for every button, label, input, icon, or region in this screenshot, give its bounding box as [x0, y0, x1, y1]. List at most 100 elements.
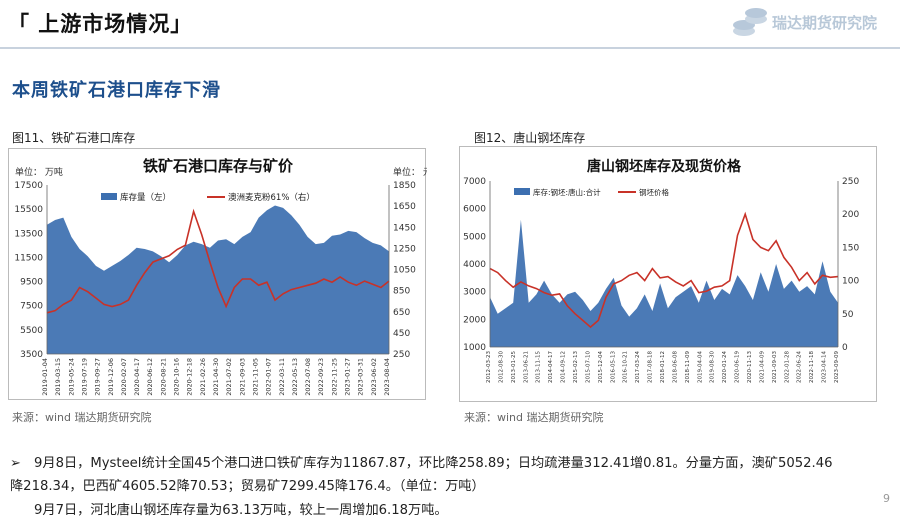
billet-chart-svg: 唐山钢坯库存及现货价格70006000500040003000200010002…	[463, 158, 859, 383]
y-tick-right: 1450	[393, 223, 416, 233]
x-tick-label: 2023-04-14	[822, 351, 828, 383]
x-tick-label: 2023-09-09	[834, 351, 840, 383]
x-tick-label: 2022-09-23	[317, 358, 325, 396]
y-tick-left: 5000	[463, 232, 486, 242]
x-tick-label: 2017-08-18	[648, 351, 654, 383]
header-divider	[0, 47, 900, 49]
x-tick-label: 2020-04-17	[133, 358, 141, 396]
y-tick-right: 650	[393, 308, 410, 318]
y-tick-right: 50	[842, 310, 854, 320]
y-tick-right: 450	[393, 329, 410, 339]
x-tick-label: 2022-05-13	[291, 358, 299, 396]
left-axis-unit: 单位： 万吨	[15, 166, 63, 178]
x-tick-label: 2021-09-03	[238, 358, 246, 396]
y-tick-right: 100	[842, 277, 859, 287]
y-tick-right: 150	[842, 243, 859, 253]
legend-label-line: 澳洲麦克粉61%（右）	[228, 192, 315, 203]
y-tick-left: 7500	[20, 302, 43, 312]
x-tick-label: 2019-03-15	[54, 358, 62, 396]
y-tick-left: 3000	[463, 288, 486, 298]
page-subtitle: 本周铁矿石港口库存下滑	[12, 80, 221, 101]
x-tick-label: 2012-08-30	[498, 351, 504, 383]
x-tick-label: 2021-04-09	[759, 351, 765, 383]
legend-label-area: 库存量（左）	[120, 192, 171, 203]
x-tick-label: 2019-08-30	[710, 351, 716, 383]
x-tick-label: 2022-01-28	[784, 351, 790, 383]
chart-title: 唐山钢坯库存及现货价格	[587, 158, 742, 175]
bullet-marker-1: ➢	[10, 456, 21, 471]
x-tick-label: 2022-03-11	[278, 358, 286, 396]
x-tick-label: 2022-07-08	[304, 358, 312, 396]
fig12-caption: 图12、唐山钢坯库存	[474, 131, 586, 145]
x-tick-label: 2012-03-23	[486, 351, 492, 383]
y-tick-right: 1050	[393, 266, 416, 276]
x-tick-label: 2020-01-24	[722, 351, 728, 383]
y-tick-left: 3500	[20, 350, 43, 360]
legend-label-line: 钢坯价格	[639, 187, 669, 197]
x-tick-label: 2017-03-24	[635, 351, 641, 383]
x-tick-label: 2022-11-18	[809, 351, 815, 383]
right-axis-unit: 单位： 元	[393, 166, 427, 178]
x-tick-label: 2020-02-07	[120, 358, 128, 396]
fig12-source: 来源：wind 瑞达期货研究院	[464, 411, 604, 424]
x-tick-label: 2019-01-04	[41, 358, 49, 396]
legend-swatch-area	[101, 193, 117, 200]
y-tick-right: 1250	[393, 244, 416, 254]
x-tick-label: 2020-11-13	[747, 351, 753, 383]
legend-label-area: 库存:钢坯:唐山:合计	[533, 187, 601, 197]
x-tick-label: 2021-09-03	[772, 351, 778, 383]
legend-swatch-area	[514, 188, 530, 195]
y-tick-right: 850	[393, 287, 410, 297]
y-tick-left: 1000	[463, 343, 486, 353]
y-tick-left: 9500	[20, 278, 43, 288]
x-tick-label: 2019-09-27	[94, 358, 102, 396]
x-tick-label: 2021-04-30	[212, 358, 220, 396]
x-tick-label: 2023-01-27	[344, 358, 352, 396]
y-tick-left: 7000	[463, 177, 486, 187]
x-tick-label: 2021-11-05	[251, 358, 259, 396]
y-tick-left: 11500	[14, 253, 43, 263]
x-tick-label: 2015-12-04	[598, 351, 604, 383]
y-tick-left: 15500	[14, 205, 43, 215]
bullet-1-line1: 9月8日，Mysteel统计全国45个港口进口铁矿库存为11867.87，环比降…	[34, 456, 833, 471]
y-tick-left: 2000	[463, 315, 486, 325]
bullet-2: 9月7日，河北唐山钢坯库存量为63.13万吨，较上一周增加6.18万吨。	[34, 503, 448, 518]
x-tick-label: 2020-10-16	[173, 358, 181, 396]
x-tick-label: 2018-06-08	[672, 351, 678, 383]
coin-stack-icon	[733, 8, 767, 36]
y-tick-left: 13500	[14, 229, 43, 239]
series-line-0	[46, 208, 390, 314]
x-tick-label: 2020-12-18	[186, 358, 194, 396]
billet-chart: 唐山钢坯库存及现货价格 7000 6000 5000 4000 3000 2000 1000 2…	[459, 146, 877, 402]
series-area-0	[47, 205, 389, 354]
y-tick-left: 4000	[463, 260, 486, 270]
series-area-1	[490, 219, 838, 347]
y-tick-right: 0	[842, 343, 848, 353]
y-tick-right: 250	[842, 177, 859, 187]
x-tick-label: 2022-01-07	[265, 358, 273, 396]
y-tick-right: 1850	[393, 181, 416, 191]
x-tick-label: 2019-12-06	[107, 358, 115, 396]
x-tick-label: 2023-03-31	[357, 358, 365, 396]
chart-title: 铁矿石港口库存与矿价	[143, 157, 294, 175]
y-tick-left: 5500	[20, 326, 43, 336]
fig11-source: 来源：wind 瑞达期货研究院	[12, 411, 152, 424]
page-number: 9	[883, 492, 890, 505]
x-tick-label: 2016-05-13	[610, 351, 616, 383]
x-tick-label: 2014-09-12	[561, 351, 567, 383]
x-tick-label: 2013-06-21	[523, 351, 529, 383]
x-tick-label: 2020-06-19	[735, 351, 741, 383]
x-tick-label: 2018-11-09	[685, 351, 691, 383]
x-tick-label: 2019-05-24	[67, 358, 75, 396]
x-tick-label: 2013-01-25	[511, 351, 517, 383]
y-tick-right: 1650	[393, 202, 416, 212]
x-tick-label: 2019-04-04	[697, 351, 703, 383]
x-tick-label: 2019-07-19	[80, 358, 88, 396]
bullet-1-line2: 降218.34，巴西矿4605.52降70.53；贸易矿7299.45降176.…	[10, 479, 485, 494]
section-title: 「 上游市场情况」	[8, 12, 193, 36]
series-line-1	[489, 211, 839, 329]
x-tick-label: 2014-04-17	[548, 351, 554, 383]
fig11-caption: 图11、铁矿石港口库存	[12, 131, 136, 145]
x-tick-label: 2021-02-26	[199, 358, 207, 396]
